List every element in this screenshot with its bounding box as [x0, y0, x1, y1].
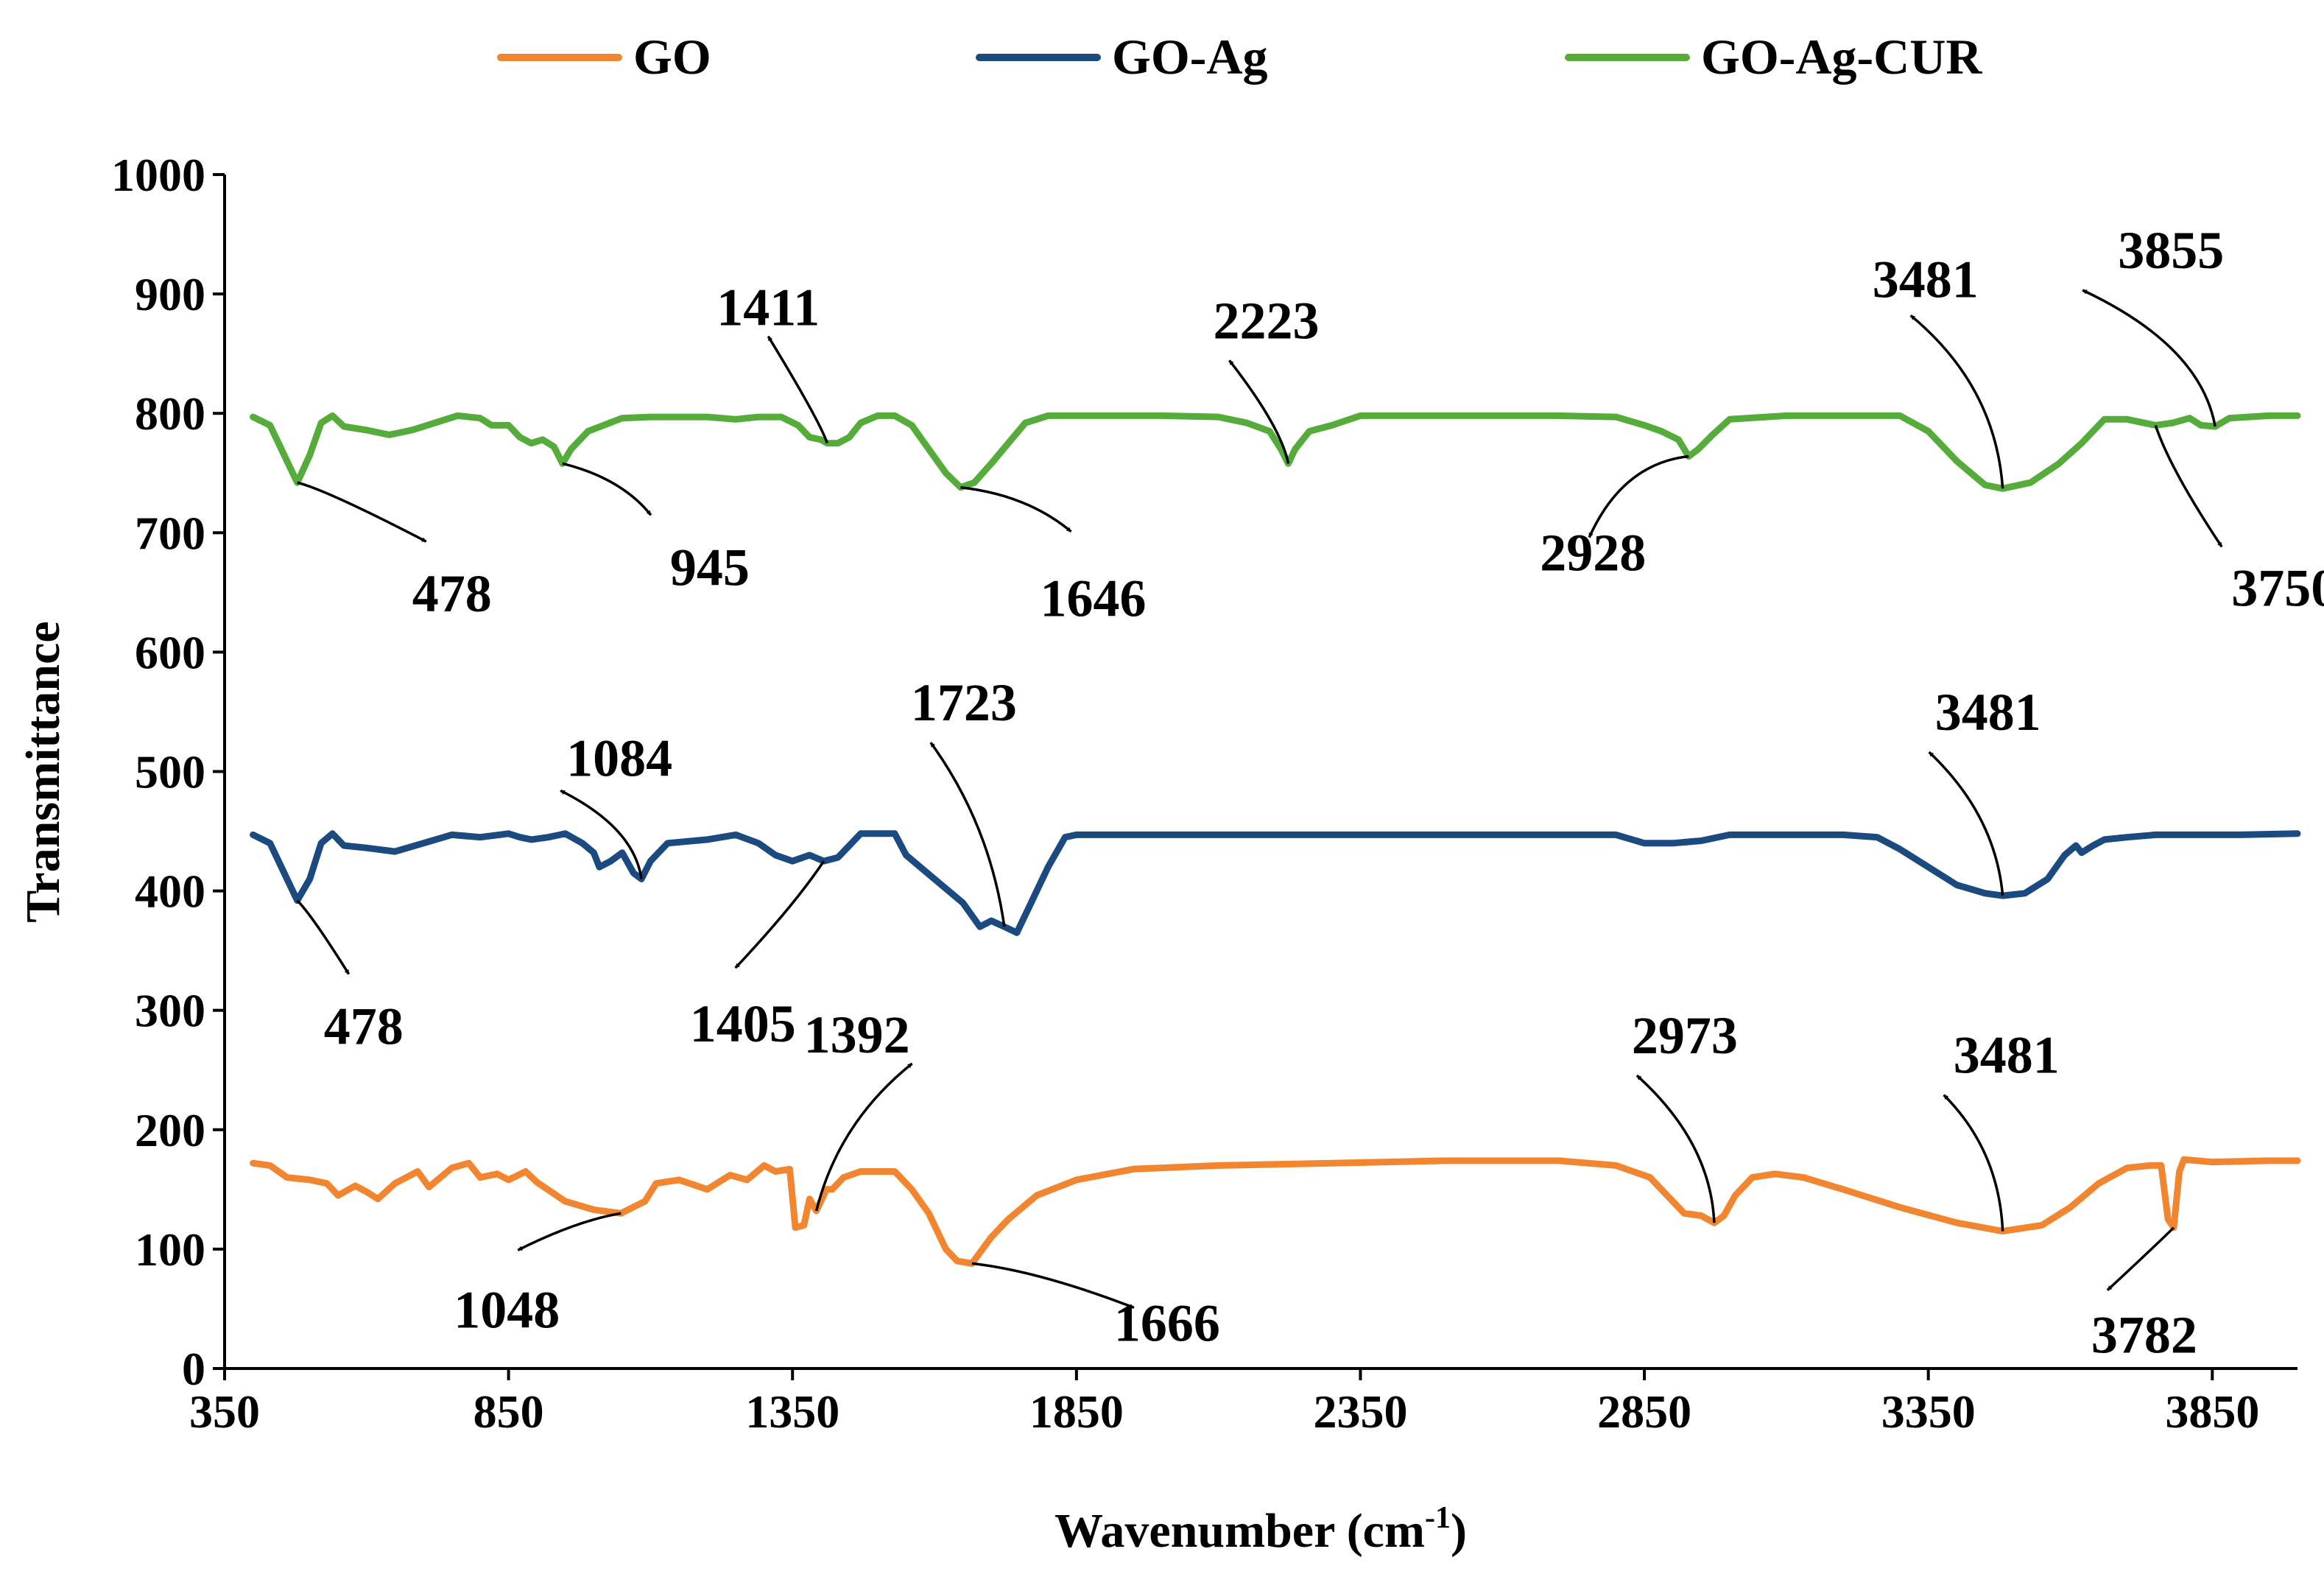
- x-tick-label: 1850: [1029, 1385, 1124, 1438]
- y-tick-label: 300: [135, 985, 205, 1037]
- x-tick-label: 3850: [2165, 1385, 2259, 1438]
- annotation-label: 1084: [566, 728, 672, 787]
- y-tick-label: 700: [135, 507, 205, 559]
- x-tick-label: 1350: [745, 1385, 839, 1438]
- annotation-arrow: [1928, 751, 2004, 896]
- annotation-label: 1392: [804, 1005, 910, 1064]
- annotation-label: 3481: [1873, 250, 1979, 309]
- annotation-label: 478: [324, 997, 404, 1056]
- annotation-label: 1048: [454, 1280, 560, 1339]
- legend-label: GO: [633, 29, 711, 85]
- y-tick-label: 500: [135, 746, 205, 798]
- annotation-label: 2973: [1632, 1006, 1738, 1065]
- x-ticks: 350 850 1350 1850 2350 2850 3350 3850: [189, 1369, 2259, 1438]
- annotation-arrow: [734, 860, 825, 969]
- annotation-label: 2928: [1540, 524, 1646, 583]
- annotation-label: 945: [670, 538, 750, 597]
- axes: 0 100 200 300 400 500 600 700 800 900 1000 350 850 1…: [111, 149, 2297, 1438]
- annotation-arrow: [1635, 1074, 1716, 1223]
- x-axis-title-tail: ): [1451, 1504, 1467, 1558]
- y-tick-label: 0: [182, 1343, 205, 1395]
- annotation-arrow: [1228, 359, 1290, 464]
- annotation-label: 3481: [1954, 1026, 2060, 1085]
- annotation-arrow: [2082, 289, 2216, 427]
- annotation-arrow: [814, 1062, 913, 1212]
- legend-label: GO-Ag-CUR: [1701, 29, 1982, 85]
- annotation-label: 478: [412, 564, 492, 623]
- annotation-arrow: [560, 789, 643, 879]
- legend: GO GO-Ag GO-Ag-CUR: [497, 29, 1982, 85]
- annotation-arrow: [1909, 314, 2004, 489]
- annotation-arrow: [562, 462, 652, 516]
- annotation-arrow: [297, 481, 427, 543]
- y-tick-label: 200: [135, 1104, 205, 1156]
- x-tick-label: 350: [189, 1385, 260, 1438]
- plot-area: [250, 412, 2301, 1267]
- y-ticks: 0 100 200 300 400 500 600 700 800 900 1000: [111, 149, 225, 1395]
- annotation-label: 1646: [1040, 569, 1147, 628]
- annotation-arrow: [2106, 1226, 2175, 1291]
- annotation-label: 3750: [2231, 558, 2324, 617]
- annotation-arrow: [1588, 454, 1689, 538]
- x-tick-label: 850: [473, 1385, 544, 1438]
- annotation-label: 1411: [716, 278, 820, 337]
- annotation-label: 2223: [1214, 291, 1320, 350]
- series-line-go-ag-cur: [250, 412, 2301, 492]
- x-axis-title-main: Wavenumber (cm: [1054, 1504, 1425, 1558]
- series-line-go: [250, 1156, 2301, 1267]
- y-tick-label: 800: [135, 387, 205, 440]
- series-line-go-ag: [250, 830, 2301, 936]
- annotation-label: 1723: [911, 673, 1017, 732]
- annotation-label: 3855: [2118, 221, 2224, 280]
- x-tick-label: 2850: [1597, 1385, 1691, 1438]
- x-tick-label: 3350: [1881, 1385, 1976, 1438]
- y-axis-title: Transmittance: [16, 621, 70, 922]
- annotation-arrow: [971, 1262, 1135, 1310]
- annotation-arrow: [960, 485, 1072, 533]
- y-tick-label: 1000: [111, 149, 205, 201]
- y-tick-label: 600: [135, 626, 205, 678]
- annotation-arrow: [767, 335, 828, 444]
- annotation-arrow: [1943, 1094, 2004, 1232]
- peak-annotations: 478 945 1411 1646 2223 2928 3481 3855 3750 478 108…: [296, 221, 2324, 1365]
- legend-label: GO-Ag: [1112, 29, 1268, 85]
- annotation-arrow: [296, 899, 351, 975]
- y-tick-label: 900: [135, 268, 205, 320]
- x-tick-label: 2350: [1313, 1385, 1407, 1438]
- y-tick-label: 400: [135, 865, 205, 918]
- annotation-arrow: [929, 742, 1006, 927]
- annotation-label: 1405: [690, 994, 796, 1053]
- annotation-label: 3782: [2091, 1306, 2197, 1365]
- x-axis-title: Wavenumber (cm-1): [1054, 1501, 1467, 1558]
- annotation-label: 3481: [1935, 683, 2041, 742]
- y-tick-label: 100: [135, 1223, 205, 1276]
- annotation-arrow: [517, 1212, 622, 1251]
- x-axis-title-superscript: -1: [1425, 1501, 1451, 1535]
- annotation-arrow: [2154, 424, 2223, 548]
- annotation-label: 1666: [1114, 1293, 1220, 1352]
